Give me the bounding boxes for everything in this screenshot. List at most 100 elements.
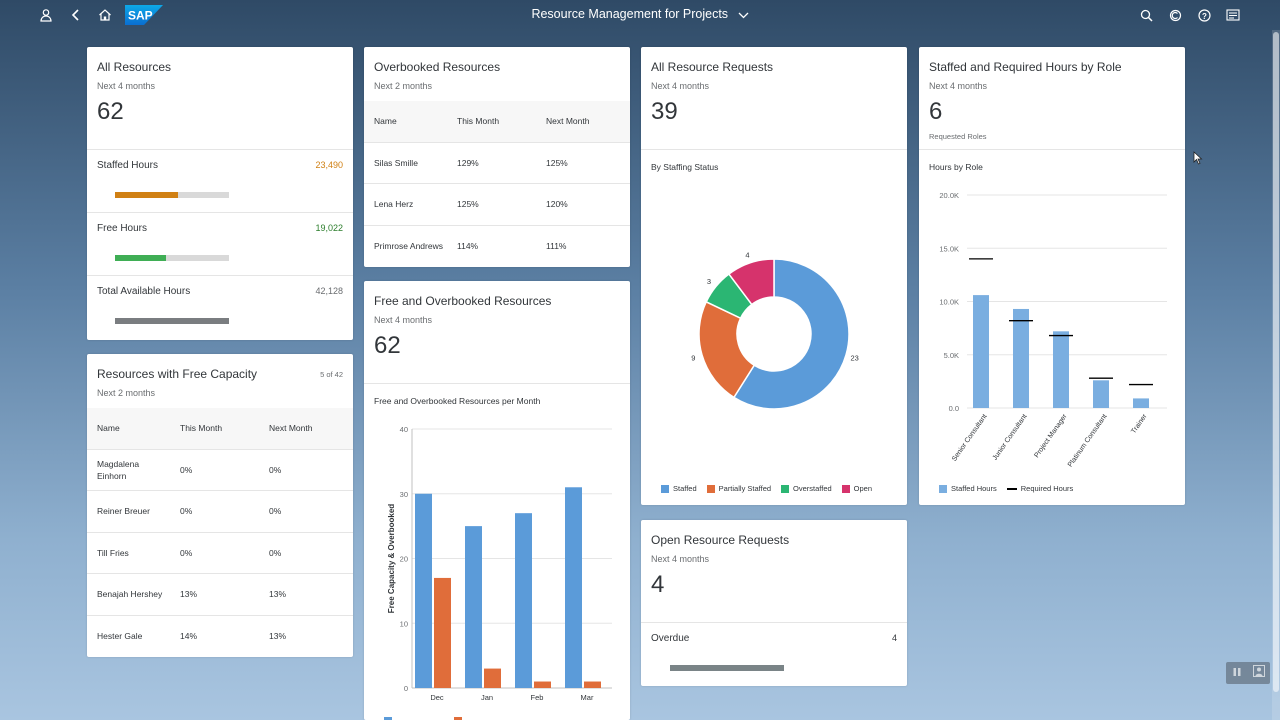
card-title: Staffed and Required Hours by Role [929, 60, 1122, 74]
mouse-cursor-icon [1193, 151, 1203, 165]
list-item[interactable]: Overdue 4 [641, 623, 907, 686]
open-requests-card[interactable]: Open Resource Requests Next 4 months 4 O… [641, 520, 907, 686]
hours-by-role-chart: 0.0 5.0K 10.0K 15.0K 20.0K Senior Consultant J… [939, 191, 1167, 468]
table-row[interactable]: Magdalena Einhorn 0% 0% [87, 449, 353, 491]
column-header: Next Month [536, 101, 630, 143]
progress-bar [115, 255, 229, 261]
progress-bar [115, 192, 229, 198]
row-value: 19,022 [315, 223, 343, 233]
back-icon[interactable] [68, 7, 84, 23]
y-tick-label: 30 [400, 490, 408, 499]
user-icon[interactable] [38, 7, 54, 23]
x-tick-label: Jan [481, 693, 493, 702]
legend-item[interactable]: Staffed Hours [939, 484, 997, 493]
y-axis-title: Free Capacity & Overbooked [387, 504, 396, 613]
card-title: Overbooked Resources [374, 60, 501, 74]
card-subtitle: Next 4 months [651, 554, 710, 564]
progress-fill [115, 318, 229, 324]
card-subtitle: Next 4 months [97, 81, 156, 91]
overbooked-card[interactable]: Overbooked Resources Next 2 months Name … [364, 47, 630, 267]
legend-label: Overstaffed [793, 484, 832, 493]
free-overbooked-card[interactable]: Free and Overbooked Resources Next 4 mon… [364, 281, 630, 720]
help-icon[interactable]: ? [1196, 7, 1212, 23]
chart-title: Hours by Role [929, 162, 983, 172]
y-tick-label: 20 [400, 555, 408, 564]
row-value: 4 [891, 633, 897, 643]
bar [465, 526, 482, 688]
legend-swatch [939, 484, 947, 493]
resource-requests-card[interactable]: All Resource Requests Next 4 months 39 B… [641, 47, 907, 505]
card-subtitle: Next 4 months [651, 81, 710, 91]
legend-item[interactable]: Required Hours [1006, 484, 1073, 493]
all-resources-card[interactable]: All Resources Next 4 months 62 Staffed H… [87, 47, 353, 340]
row-label: Free Hours [97, 223, 148, 234]
app-title[interactable]: Resource Management for Projects [0, 7, 1280, 22]
row-label: Overdue [651, 633, 690, 644]
cell-next-month: 0% [259, 449, 353, 491]
svg-text:SAP: SAP [128, 9, 153, 23]
cell-next-month: 13% [269, 631, 287, 641]
copilot-icon[interactable] [1167, 7, 1183, 23]
bar [1133, 398, 1149, 408]
list-item[interactable]: Staffed Hours 23,490 [87, 150, 353, 213]
cell-this-month: 0% [170, 532, 259, 574]
bar [484, 668, 501, 688]
hours-by-role-card[interactable]: Staffed and Required Hours by Role Next … [919, 47, 1185, 505]
column-header: This Month [447, 101, 536, 143]
legend-swatch [841, 484, 850, 493]
cell-this-month: 114% [457, 241, 479, 251]
count-badge: 5 of 42 [320, 370, 343, 379]
x-tick-label: Senior Consultant [951, 413, 989, 463]
cell-next-month: 0% [259, 490, 353, 533]
cell-next-month: 125% [536, 142, 630, 184]
person-icon[interactable] [1252, 664, 1265, 682]
kpi-value: 39 [651, 98, 678, 125]
table-row[interactable]: Primrose Andrews 114% 111% [364, 225, 630, 267]
home-icon[interactable] [97, 7, 113, 23]
legend-item[interactable]: Open [841, 484, 872, 493]
list-item[interactable]: Free Hours 19,022 [87, 213, 353, 276]
card-title: All Resource Requests [651, 60, 774, 74]
table-row[interactable]: Benajah Hershey 13% 13% [87, 573, 353, 616]
column-header: Next Month [259, 408, 353, 450]
legend-swatch [454, 717, 462, 720]
free-capacity-card[interactable]: Resources with Free Capacity Next 2 mont… [87, 354, 353, 657]
list-item[interactable]: Total Available Hours 42,128 [87, 276, 353, 339]
hours-list: Staffed Hours 23,490 Free Hours 19,022 T… [87, 150, 353, 339]
legend-item[interactable]: Staffed [661, 484, 697, 493]
legend-item[interactable]: Partially Staffed [706, 484, 771, 493]
table-row[interactable]: Reiner Breuer 0% 0% [87, 490, 353, 533]
sap-logo[interactable]: SAP [125, 5, 163, 25]
legend-swatch [1006, 487, 1017, 490]
cell-this-month: 0% [170, 449, 259, 491]
scrollbar-thumb[interactable] [1273, 32, 1279, 692]
cell-this-month: 13% [170, 573, 259, 616]
x-tick-label: Platinum Consultant [1067, 413, 1109, 468]
progress-fill [115, 192, 178, 198]
bar [1093, 380, 1109, 408]
legend-item[interactable]: Overstaffed [781, 484, 832, 493]
row-value: 42,128 [315, 286, 343, 296]
table-row[interactable]: Till Fries 0% 0% [87, 532, 353, 574]
row-value: 23,490 [315, 160, 343, 170]
table-row[interactable]: Silas Smille 129% 125% [364, 142, 630, 184]
notifications-icon[interactable] [1225, 7, 1241, 23]
card-title: Open Resource Requests [651, 533, 790, 547]
floating-toolbar[interactable] [1226, 662, 1270, 684]
cell-this-month: 0% [170, 490, 259, 533]
card-subtitle: Next 4 months [374, 315, 433, 325]
kpi-value: 62 [374, 332, 401, 359]
x-tick-label: Project Manager [1033, 413, 1069, 460]
legend-label: Staffed Hours [951, 484, 997, 493]
cell-next-month: 120% [536, 183, 630, 226]
y-tick-label: 15.0K [939, 244, 959, 253]
column-header: This Month [170, 408, 259, 450]
bar [515, 513, 532, 688]
cell-name: Benajah Hershey [87, 573, 170, 616]
table-row[interactable]: Lena Herz 125% 120% [364, 183, 630, 226]
y-tick-label: 20.0K [939, 191, 959, 200]
search-icon[interactable] [1138, 7, 1154, 23]
table-row[interactable]: Hester Gale 14% 13% [87, 615, 353, 657]
cell-name: Till Fries [87, 532, 170, 574]
pause-icon[interactable] [1232, 664, 1242, 682]
